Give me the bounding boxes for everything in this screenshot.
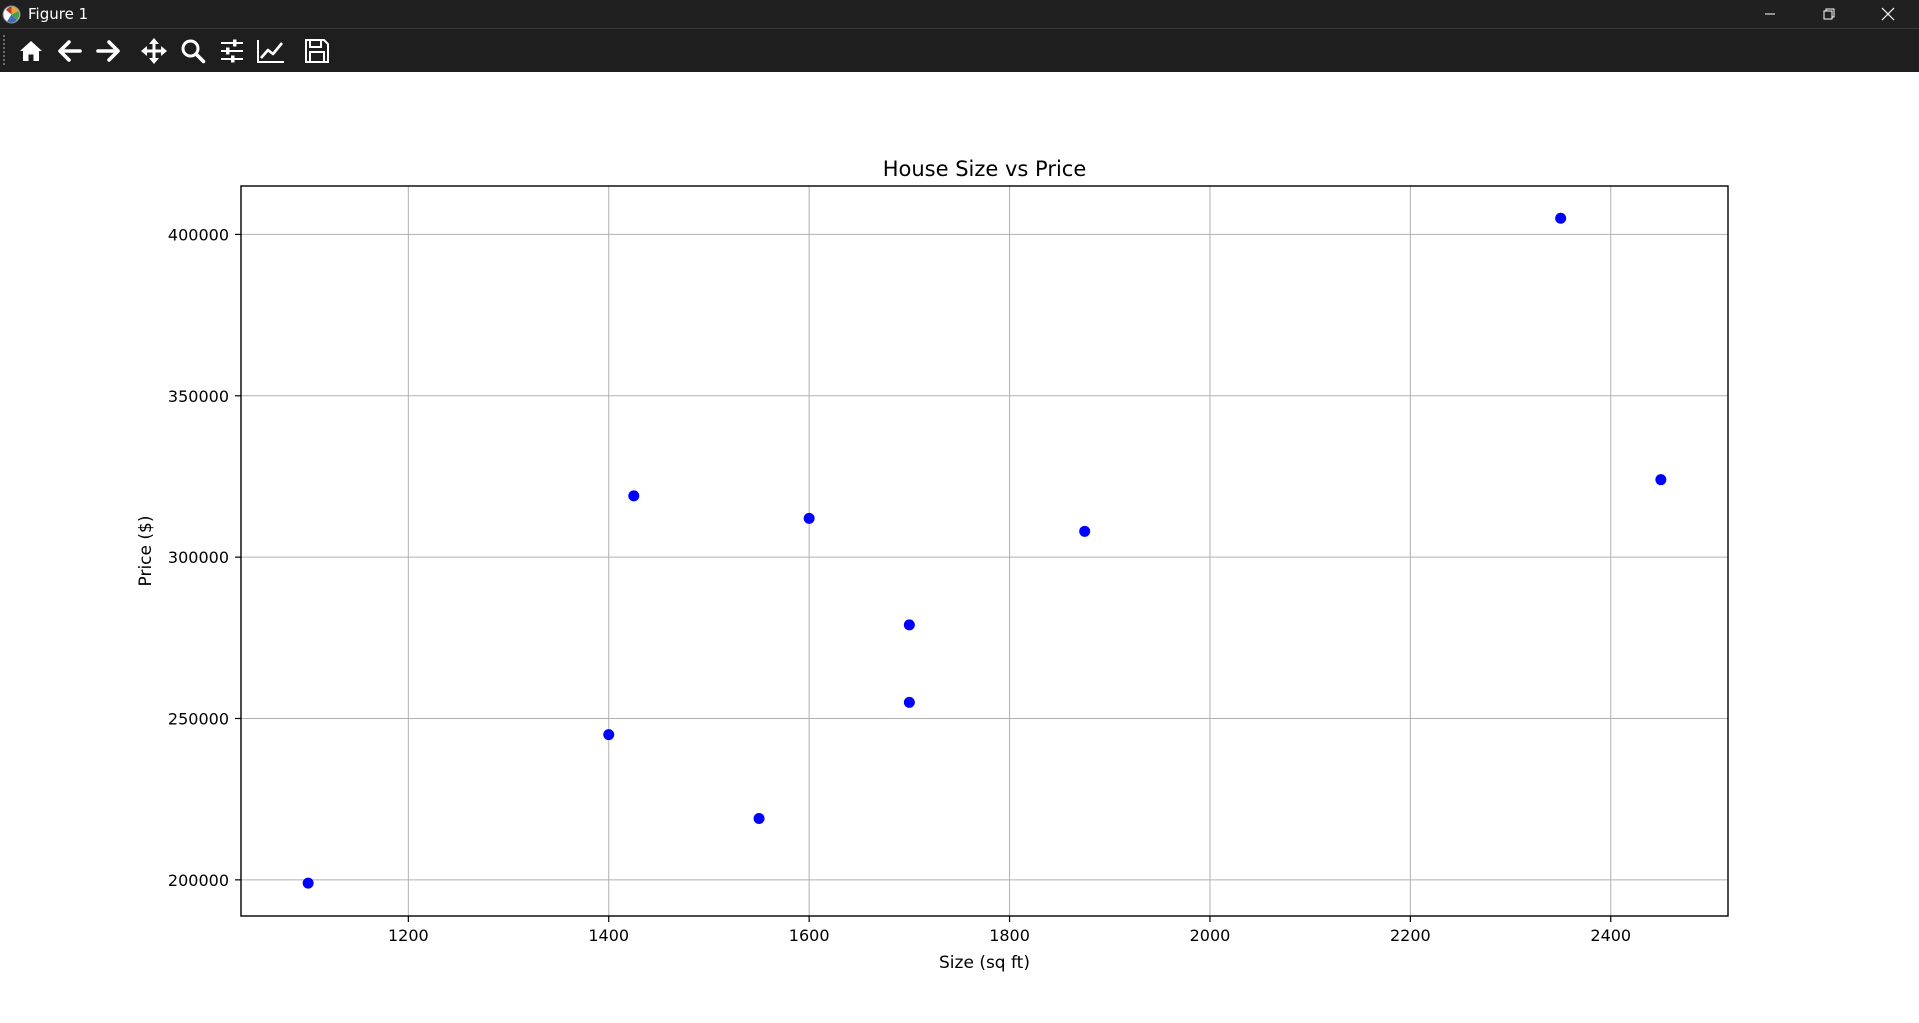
restore-icon [1823,8,1835,20]
line-chart-icon [257,40,284,63]
data-points [302,212,1667,889]
arrow-right-icon [96,40,120,62]
data-point [753,813,765,825]
floppy-disk-icon [305,39,329,63]
data-point [903,696,915,708]
data-point [1655,474,1667,486]
axis-ticks: 1200 1400 1600 1800 2000 2200 2400 200000 250000… [168,225,1631,945]
chart-title: House Size vs Price [883,157,1087,181]
data-point [603,729,615,741]
x-tick-label: 1600 [789,926,830,945]
data-point [628,490,640,502]
back-button[interactable] [53,34,87,68]
y-axis-label: Price ($) [136,516,156,587]
x-tick-label: 1400 [588,926,629,945]
scatter-chart: 1200 1400 1600 1800 2000 2200 2400 200000 250000… [136,157,1729,973]
window-title-bar: Figure 1 [0,0,1919,29]
data-point [803,512,815,524]
navigation-toolbar [0,29,1919,72]
x-tick-label: 2400 [1590,926,1631,945]
close-button[interactable] [1858,0,1918,28]
x-tick-label: 2000 [1190,926,1231,945]
home-icon [20,41,42,61]
minimize-icon [1765,13,1775,15]
forward-button[interactable] [91,34,125,68]
x-tick-label: 2200 [1390,926,1431,945]
y-tick-label: 250000 [168,709,229,728]
axes-frame [240,185,1729,917]
subplots-button[interactable] [215,34,249,68]
y-tick-label: 400000 [168,225,229,244]
data-point [302,877,314,889]
edit-axis-button[interactable] [254,34,288,68]
minimize-button[interactable] [1740,0,1800,28]
sliders-icon [221,39,243,63]
magnifier-icon [181,39,206,64]
data-point [1079,525,1091,537]
zoom-button[interactable] [176,34,210,68]
maximize-button[interactable] [1799,0,1859,28]
data-point [1555,212,1567,224]
pan-button[interactable] [137,34,171,68]
y-tick-label: 200000 [168,871,229,890]
matplotlib-icon [2,5,21,24]
y-tick-label: 350000 [168,387,229,406]
arrow-left-icon [58,40,82,62]
data-point [903,619,915,631]
save-button[interactable] [300,34,334,68]
grid-lines [241,186,1728,916]
x-tick-label: 1800 [989,926,1030,945]
close-icon [1881,7,1895,21]
x-tick-label: 1200 [388,926,429,945]
home-button[interactable] [14,34,48,68]
move-icon [141,38,167,64]
figure-canvas[interactable]: 1200 1400 1600 1800 2000 2200 2400 200000 250000… [0,72,1919,1019]
y-tick-label: 300000 [168,548,229,567]
x-axis-label: Size (sq ft) [939,953,1030,973]
toolbar-grip[interactable] [3,35,7,65]
window-title: Figure 1 [28,5,89,23]
